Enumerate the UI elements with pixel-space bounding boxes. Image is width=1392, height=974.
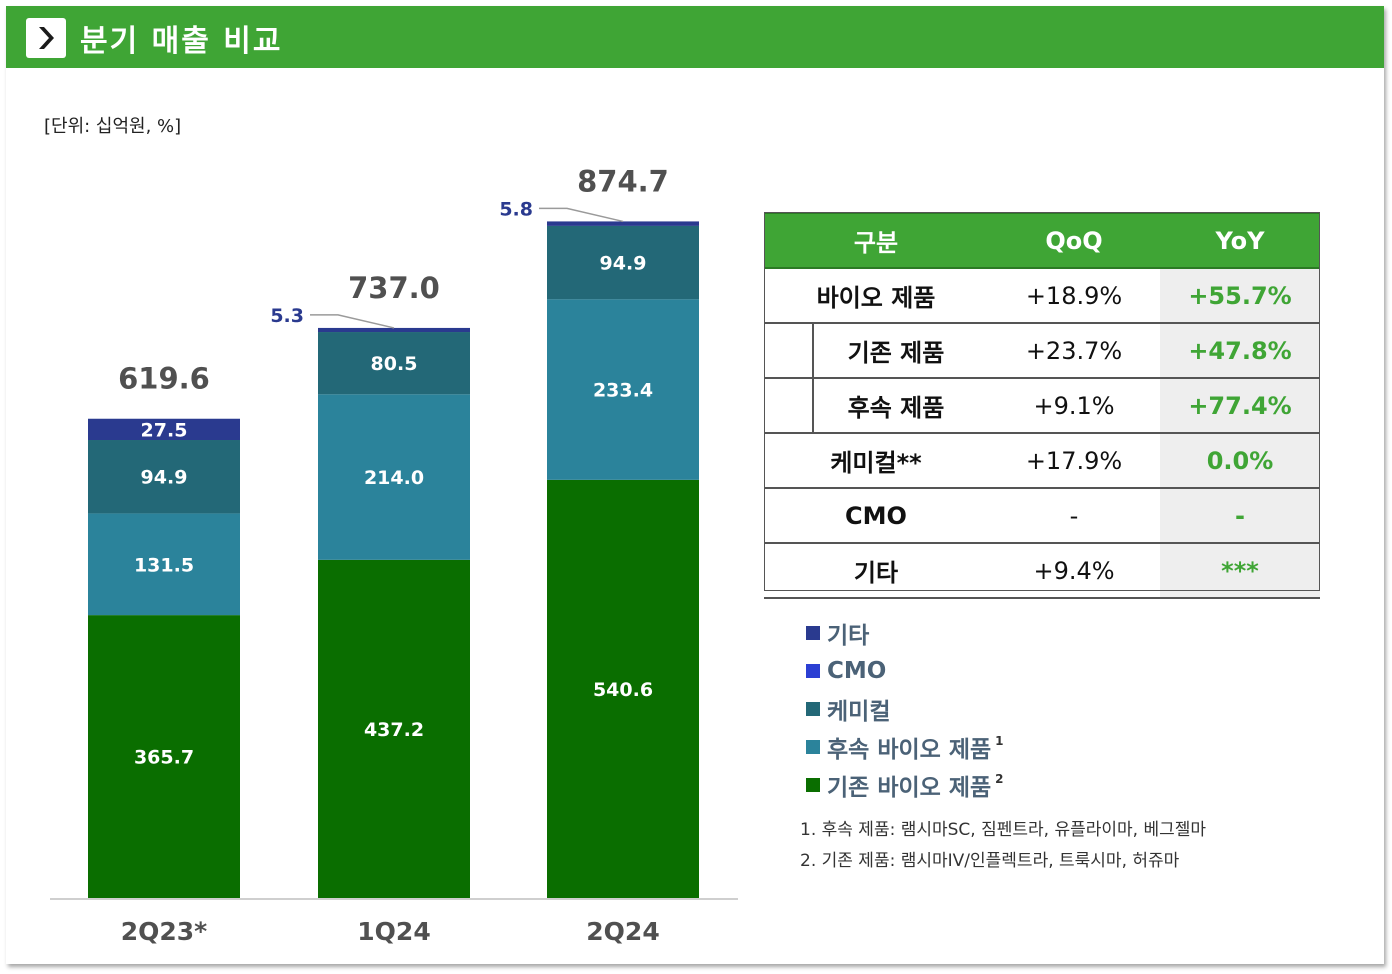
- bar-segment: [88, 440, 240, 514]
- legend-item: 케미컬: [806, 690, 1004, 728]
- table-row: 기타 +9.4% ***: [764, 543, 1320, 599]
- legend-swatch: [806, 626, 820, 640]
- row-yoy: -: [1160, 488, 1320, 544]
- data-label: 233.4: [593, 380, 653, 402]
- legend-swatch: [806, 740, 820, 754]
- row-category: 케미컬**: [764, 433, 988, 489]
- stacked-bar-chart: 365.7 131.5 94.9 27.5 619.6 2Q23* 437.2 214.0 80…: [50, 164, 738, 946]
- row-yoy: ***: [1160, 543, 1320, 599]
- bar-segment: [318, 327, 470, 333]
- bar-segment: [88, 615, 240, 898]
- data-label: 365.7: [134, 747, 194, 769]
- row-category: 후속 제품: [764, 378, 988, 434]
- bar-segment: [547, 479, 699, 898]
- x-tick-label: 1Q24: [357, 917, 430, 946]
- row-yoy: +77.4%: [1160, 378, 1320, 434]
- data-label: 131.5: [134, 554, 194, 576]
- slide-header: 분기 매출 비교: [6, 6, 1384, 68]
- page-title: 분기 매출 비교: [80, 24, 283, 59]
- header-yoy: YoY: [1160, 212, 1320, 269]
- row-qoq: +9.4%: [988, 543, 1160, 599]
- data-label: 540.6: [593, 679, 653, 701]
- bar-segment: [88, 418, 240, 441]
- data-label: 94.9: [600, 253, 647, 275]
- footnote-2: 2. 기존 제품: 램시마IV/인플렉트라, 트룩시마, 허쥬마: [800, 851, 1180, 871]
- legend-label: 기타: [827, 623, 870, 649]
- row-category: 기존 제품: [764, 323, 988, 379]
- row-yoy: +47.8%: [1160, 323, 1320, 379]
- header-category: 구분: [764, 212, 988, 269]
- bar-segment: [88, 513, 240, 616]
- row-category: CMO: [764, 488, 988, 544]
- unit-label: [단위: 십억원, %]: [44, 116, 182, 137]
- row-qoq: +17.9%: [988, 433, 1160, 489]
- legend-footnote-marker: 2: [995, 772, 1004, 786]
- bar-segment: [318, 394, 470, 560]
- growth-table: 구분 QoQ YoY 바이오 제품 +18.9% +55.7% 기존 제품 +23.7%…: [764, 212, 1320, 599]
- table-row: 후속 제품 +9.1% +77.4%: [764, 378, 1320, 434]
- legend-item: CMO: [806, 652, 1004, 690]
- data-label: 214.0: [364, 467, 424, 489]
- table-row: 바이오 제품 +18.9% +55.7%: [764, 268, 1320, 324]
- row-category: 기타: [764, 543, 988, 599]
- legend-item: 후속 바이오 제품 1: [806, 728, 1004, 766]
- legend-label: CMO: [827, 658, 887, 684]
- total-label: 874.7: [577, 164, 669, 198]
- table-row: CMO - -: [764, 488, 1320, 544]
- x-tick-label: 2Q24: [586, 917, 659, 946]
- leader-line: [539, 207, 624, 223]
- x-tick-label: 2Q23*: [121, 917, 208, 946]
- bar-segment: [318, 332, 470, 395]
- legend-swatch: [806, 664, 820, 678]
- data-label: 94.9: [141, 467, 188, 489]
- footnotes: 1. 후속 제품: 램시마SC, 짐펜트라, 유플라이마, 베그젤마 2. 기존…: [800, 815, 1206, 877]
- total-label: 619.6: [118, 362, 210, 396]
- row-qoq: +9.1%: [988, 378, 1160, 434]
- chevron-right-icon: [26, 18, 66, 58]
- row-qoq: -: [988, 488, 1160, 544]
- legend-footnote-marker: 1: [995, 734, 1004, 748]
- legend-swatch: [806, 778, 820, 792]
- data-label: 5.8: [499, 198, 533, 220]
- bar-segment: [547, 221, 699, 226]
- bar-segment: [547, 225, 699, 300]
- row-qoq: +23.7%: [988, 323, 1160, 379]
- legend-item: 기타: [806, 614, 1004, 652]
- data-label: 80.5: [371, 353, 418, 375]
- table-header-row: 구분 QoQ YoY: [764, 212, 1320, 269]
- data-label: 27.5: [141, 419, 188, 441]
- data-label: 437.2: [364, 719, 424, 741]
- table-row: 케미컬** +17.9% 0.0%: [764, 433, 1320, 489]
- bar-segment: [547, 299, 699, 480]
- chart-legend: 기타 CMO 케미컬 후속 바이오 제품 1 기존 바이오 제품 2: [806, 614, 1004, 804]
- row-category: 바이오 제품: [764, 268, 988, 324]
- legend-swatch: [806, 702, 820, 716]
- legend-label: 케미컬: [827, 699, 891, 725]
- total-label: 737.0: [348, 271, 440, 305]
- table-row: 기존 제품 +23.7% +47.8%: [764, 323, 1320, 379]
- data-label: 5.3: [270, 305, 304, 327]
- row-yoy: +55.7%: [1160, 268, 1320, 324]
- footnote-1: 1. 후속 제품: 램시마SC, 짐펜트라, 유플라이마, 베그젤마: [800, 820, 1207, 840]
- leader-line: [310, 314, 395, 329]
- header-qoq: QoQ: [988, 212, 1160, 269]
- row-yoy: 0.0%: [1160, 433, 1320, 489]
- row-qoq: +18.9%: [988, 268, 1160, 324]
- legend-item: 기존 바이오 제품 2: [806, 766, 1004, 804]
- legend-label: 기존 바이오 제품: [827, 775, 992, 801]
- legend-label: 후속 바이오 제품: [827, 737, 992, 763]
- bar-segment: [318, 559, 470, 898]
